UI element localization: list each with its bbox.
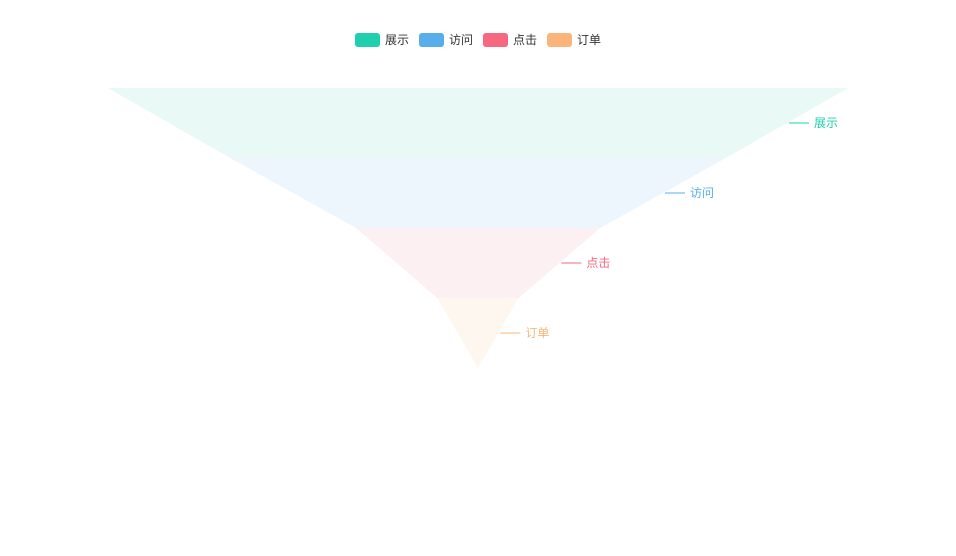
- funnel-segment[interactable]: [230, 158, 726, 228]
- legend-swatch: [355, 33, 380, 47]
- funnel-label: 展示: [814, 116, 838, 130]
- funnel-segment[interactable]: [108, 88, 848, 158]
- funnel-segment[interactable]: [355, 228, 601, 298]
- legend-label: 订单: [577, 33, 601, 47]
- legend-label: 展示: [385, 33, 409, 47]
- legend-item[interactable]: 访问: [419, 33, 473, 47]
- legend-swatch: [483, 33, 508, 47]
- funnel-label: 订单: [525, 326, 549, 340]
- funnel-label: 访问: [690, 186, 714, 200]
- legend-label: 点击: [513, 33, 537, 47]
- legend-item[interactable]: 展示: [355, 33, 409, 47]
- funnel-plot: [108, 88, 848, 368]
- funnel-segment[interactable]: [437, 298, 519, 368]
- legend-swatch: [419, 33, 444, 47]
- funnel-label: 点击: [586, 256, 610, 270]
- legend-item[interactable]: 订单: [547, 33, 601, 47]
- legend-item[interactable]: 点击: [483, 33, 537, 47]
- legend-swatch: [547, 33, 572, 47]
- legend-label: 访问: [449, 33, 473, 47]
- legend: 展示 访问 点击 订单: [355, 33, 601, 47]
